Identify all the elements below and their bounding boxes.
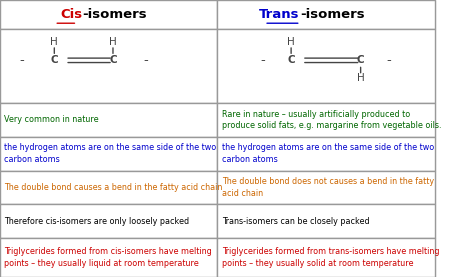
Text: -: - [143, 54, 148, 67]
Bar [217, 29, 435, 103]
Text: C: C [51, 55, 58, 65]
Text: Cis: Cis [60, 8, 82, 21]
Bar [0, 238, 217, 277]
Text: Triglycerides formed from trans-isomers have melting
points – they usually solid: Triglycerides formed from trans-isomers … [222, 247, 439, 268]
Text: H: H [50, 37, 58, 47]
Bar [217, 0, 435, 29]
Text: the hydrogen atoms are on the same side of the two
carbon atoms: the hydrogen atoms are on the same side … [222, 143, 434, 164]
Text: C: C [357, 55, 365, 65]
Text: Trans-isomers can be closely packed: Trans-isomers can be closely packed [222, 217, 369, 226]
Text: the hydrogen atoms are on the same side of the two
carbon atoms: the hydrogen atoms are on the same side … [4, 143, 217, 164]
Text: H: H [109, 37, 117, 47]
Text: -isomers: -isomers [82, 8, 147, 21]
Bar [217, 137, 435, 171]
Bar [0, 204, 217, 238]
Bar [0, 171, 217, 204]
Text: C: C [109, 55, 117, 65]
Text: H: H [357, 73, 365, 83]
Text: Therefore cis-isomers are only loosely packed: Therefore cis-isomers are only loosely p… [4, 217, 190, 226]
Bar [0, 137, 217, 171]
Bar [217, 204, 435, 238]
Text: Trans: Trans [259, 8, 300, 21]
Text: -: - [386, 54, 391, 67]
Text: C: C [287, 55, 295, 65]
Bar [0, 0, 217, 29]
Bar [217, 171, 435, 204]
Text: H: H [287, 37, 295, 47]
Bar [0, 29, 217, 103]
Text: The double bond causes a bend in the fatty acid chain: The double bond causes a bend in the fat… [4, 183, 223, 192]
Text: Rare in nature – usually artificially produced to
produce solid fats, e.g. marga: Rare in nature – usually artificially pr… [222, 109, 441, 130]
Text: -: - [19, 54, 24, 67]
Bar [0, 103, 217, 137]
Text: -: - [261, 54, 265, 67]
Text: The double bond does not causes a bend in the fatty
acid chain: The double bond does not causes a bend i… [222, 177, 434, 198]
FancyBboxPatch shape [0, 0, 435, 277]
Text: Triglycerides formed from cis-isomers have melting
points – they usually liquid : Triglycerides formed from cis-isomers ha… [4, 247, 212, 268]
Text: Very common in nature: Very common in nature [4, 116, 99, 124]
Bar [217, 103, 435, 137]
Bar [217, 238, 435, 277]
Text: -isomers: -isomers [300, 8, 365, 21]
